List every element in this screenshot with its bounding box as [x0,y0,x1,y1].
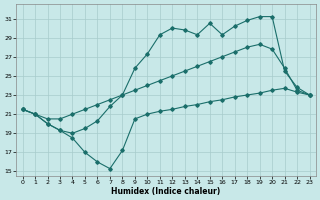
X-axis label: Humidex (Indice chaleur): Humidex (Indice chaleur) [111,187,221,196]
